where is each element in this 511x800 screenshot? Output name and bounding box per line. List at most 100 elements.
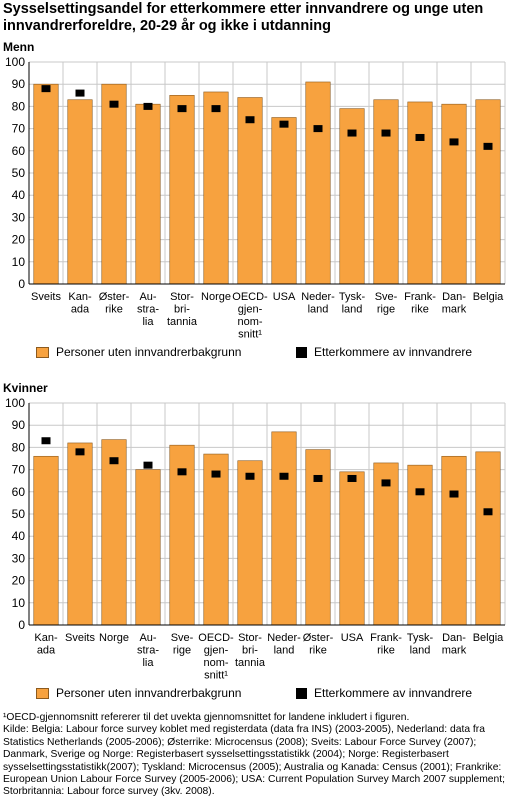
x-tick-label: Dan-mark [442, 632, 467, 657]
x-tick-label-line: OECD- [198, 632, 234, 644]
bar [33, 83, 59, 285]
legend-item-marker: Etterkommere av innvandrere [296, 345, 472, 359]
x-tick-label-line: ada [37, 645, 56, 657]
y-tick-label: 30 [12, 551, 26, 565]
x-tick-label-line: Au- [139, 632, 156, 644]
marker-point [41, 437, 51, 445]
x-tick-label-line: snitt¹ [238, 329, 262, 341]
x-tick-label-line: stra- [137, 304, 159, 316]
legend-label-marker: Etterkommere av innvandrere [314, 686, 473, 700]
y-tick-label: 40 [12, 529, 26, 543]
y-tick-label: 50 [12, 166, 26, 180]
x-tick-label-line: gjen- [238, 304, 263, 316]
x-tick-label: Au-stra-lia [137, 291, 159, 328]
x-tick-label: Øster-rike [99, 291, 130, 316]
legend-swatch-bar [36, 687, 49, 699]
chart-kvinner: 0 10 20 30 40 50 60 70 80 90 100 Kan-ada Sveits Norge… [5, 396, 506, 682]
x-tick-label-line: Neder- [267, 632, 301, 644]
x-tick-label-line: rike [105, 304, 123, 316]
x-tick-label-line: rike [309, 645, 327, 657]
footnotes: ¹OECD-gjennomsnitt refererer til det uve… [3, 712, 508, 799]
x-tick-label-line: rige [377, 304, 395, 316]
bar [135, 103, 161, 285]
bar [305, 81, 331, 285]
x-tick-label-line: mark [442, 304, 467, 316]
x-tick-label-line: Sve- [375, 291, 398, 303]
x-tick-label-line: OECD- [232, 291, 268, 303]
x-tick-label: Norge [99, 632, 129, 644]
bar [271, 431, 297, 626]
y-tick-label: 0 [18, 618, 25, 632]
x-tick-label-line: gjen- [204, 645, 229, 657]
x-tick-label: Frank-rike [404, 291, 436, 316]
marker-point [483, 508, 493, 516]
x-tick-label: Neder-land [267, 632, 301, 657]
x-tick-label: Tysk-land [407, 632, 434, 657]
x-tick-label-line: Dan- [442, 291, 466, 303]
x-tick-label-line: Stor- [238, 632, 262, 644]
x-tick-label: Sve-rige [171, 632, 194, 657]
x-tick-label: Sve-rige [375, 291, 398, 316]
marker-point [211, 470, 221, 478]
bar [373, 99, 399, 285]
x-tick-label-line: bri- [174, 304, 190, 316]
x-tick-label: USA [341, 632, 364, 644]
x-tick-label-line: USA [273, 291, 296, 303]
x-tick-label-line: USA [341, 632, 364, 644]
x-tick-label-line: rike [377, 645, 395, 657]
bar [169, 94, 195, 285]
x-tick-label: OECD-gjen-nom-snitt¹ [232, 291, 268, 340]
y-tick-label: 80 [12, 99, 26, 113]
legend-item-marker: Etterkommere av innvandrere [296, 686, 472, 700]
legend-item-bar: Personer uten innvandrerbakgrunn [36, 345, 241, 359]
x-tick-label-line: lia [142, 316, 154, 328]
bar [237, 97, 263, 285]
legend-label-marker: Etterkommere av innvandrere [314, 345, 473, 359]
y-tick-label: 20 [12, 574, 26, 588]
x-tick-label-line: Belgia [473, 632, 504, 644]
marker-point [347, 474, 357, 482]
x-tick-label-line: tannia [235, 657, 266, 669]
y-tick-label: 50 [12, 507, 26, 521]
x-tick-label-line: Tysk- [407, 632, 434, 644]
x-tick-label: Sveits [31, 291, 61, 303]
x-tick-label-line: rige [173, 645, 191, 657]
x-tick-label-line: land [308, 304, 329, 316]
x-tick-label-line: stra- [137, 645, 159, 657]
x-tick-label-line: Frank- [404, 291, 436, 303]
x-tick-label: Stor-bri-tannia [167, 291, 198, 328]
legend-menn: Personer uten innvandrerbakgrunn Etterko… [0, 342, 511, 364]
y-tick-label: 80 [12, 440, 26, 454]
x-tick-label-line: snitt¹ [204, 670, 228, 682]
x-tick-label-line: tannia [167, 316, 198, 328]
marker-point [177, 105, 187, 113]
bar [101, 83, 127, 285]
x-tick-label: Stor-bri-tannia [235, 632, 266, 669]
marker-point [211, 105, 221, 113]
x-tick-label: Kan-ada [68, 291, 92, 316]
marker-point [75, 448, 85, 456]
marker-point [279, 120, 289, 128]
x-tick-label-line: Neder- [301, 291, 335, 303]
bar [67, 99, 93, 285]
bar [339, 471, 365, 626]
bar [441, 455, 467, 626]
x-tick-label-line: lia [142, 657, 154, 669]
x-tick-label-line: land [274, 645, 295, 657]
y-tick-label: 60 [12, 485, 26, 499]
legend-kvinner: Personer uten innvandrerbakgrunn Etterko… [0, 683, 511, 705]
y-tick-label: 40 [12, 188, 26, 202]
y-tick-label: 90 [12, 418, 26, 432]
chart-title: Sysselsettingsandel for etterkommere ett… [3, 1, 484, 34]
marker-point [245, 472, 255, 480]
x-tick-label-line: Kan- [68, 291, 92, 303]
marker-point [449, 490, 459, 498]
x-tick-label-line: Dan- [442, 632, 466, 644]
y-tick-label: 70 [12, 122, 26, 136]
marker-point [313, 474, 323, 482]
legend-swatch-marker [296, 687, 307, 699]
y-tick-label: 0 [18, 277, 25, 291]
x-tick-label-line: Belgia [473, 291, 504, 303]
x-tick-label: Belgia [473, 291, 504, 303]
y-tick-label: 30 [12, 210, 26, 224]
